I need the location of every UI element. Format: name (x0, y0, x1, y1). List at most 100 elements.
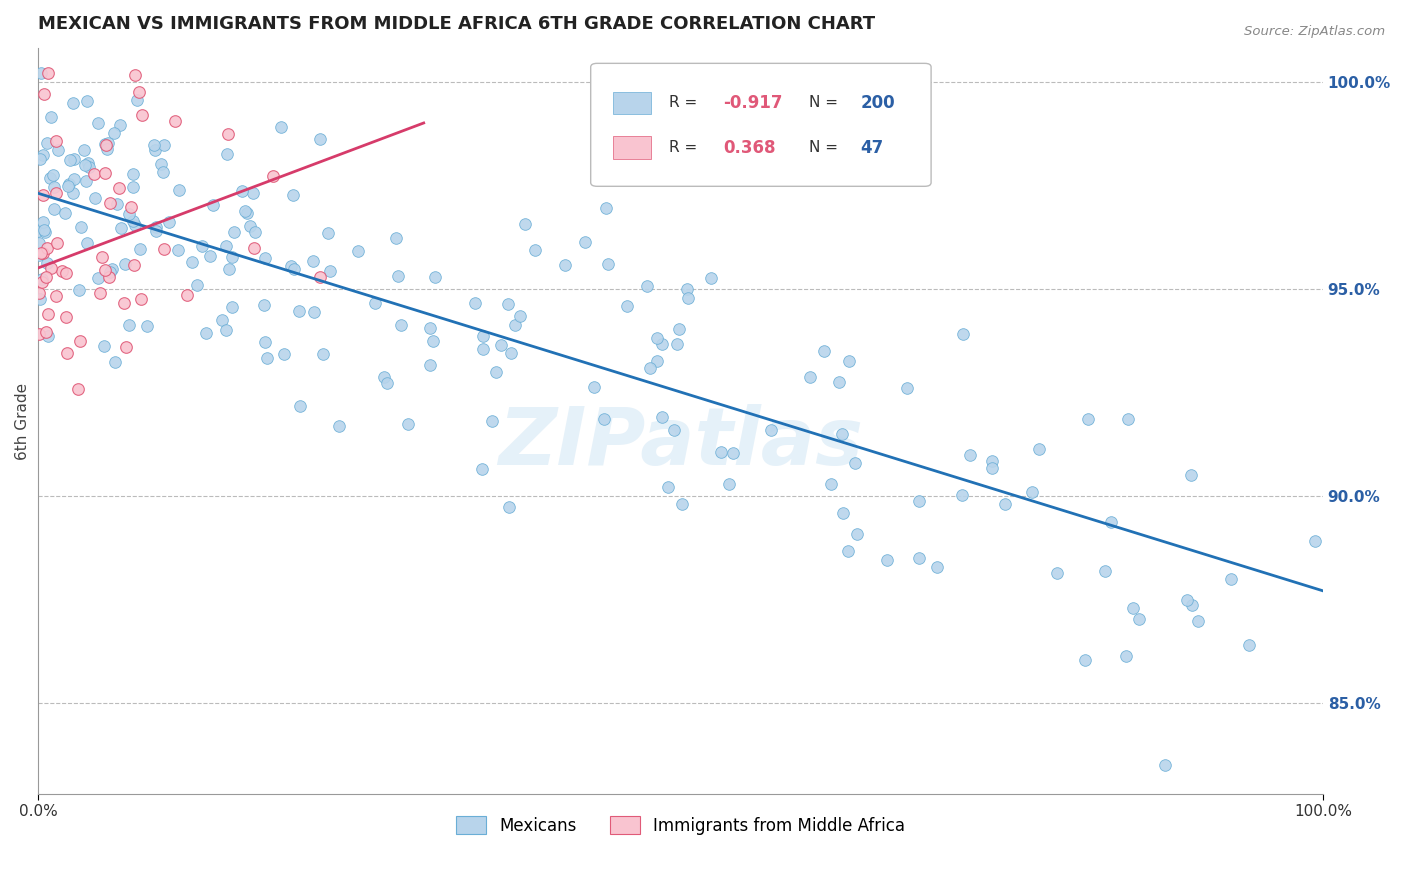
FancyBboxPatch shape (591, 63, 931, 186)
Point (1303, 534, 1326, 549)
Point (363, 296, 385, 310)
Point (844, 456, 866, 470)
Point (218, 262, 240, 277)
Point (55, 310, 77, 324)
Point (263, 169, 285, 184)
Point (471, 462, 494, 476)
Point (32, 223, 55, 237)
Point (94, 166, 117, 180)
Point (118, 207, 141, 221)
Point (554, 258, 576, 272)
Point (389, 318, 412, 332)
Point (1115, 649, 1137, 664)
Point (1128, 611, 1150, 625)
Point (481, 414, 503, 428)
Point (145, 219, 167, 234)
Point (498, 500, 520, 514)
Point (31, 275, 53, 289)
Point (215, 147, 238, 161)
Text: 200: 200 (860, 94, 896, 112)
Point (124, 68, 146, 82)
Point (149, 157, 172, 171)
Point (981, 461, 1004, 475)
Point (287, 304, 309, 318)
Point (62, 95, 84, 110)
Point (120, 200, 142, 214)
Point (145, 224, 167, 238)
Point (723, 445, 745, 459)
Point (675, 282, 697, 296)
Point (114, 341, 136, 355)
Point (302, 254, 325, 268)
Point (759, 423, 782, 437)
Point (94, 136, 117, 151)
Point (51, 264, 73, 278)
Point (253, 297, 276, 311)
Point (419, 321, 441, 335)
Point (1074, 653, 1097, 667)
Point (309, 132, 332, 146)
Point (845, 527, 868, 541)
Point (87, 115, 110, 129)
Point (799, 369, 821, 384)
Point (41, 168, 63, 182)
Text: N =: N = (808, 140, 844, 155)
Point (952, 326, 974, 341)
Point (214, 239, 236, 253)
Point (312, 347, 335, 361)
Point (97, 269, 120, 284)
Point (122, 180, 145, 194)
Point (131, 107, 153, 121)
Point (233, 203, 256, 218)
Point (45, 134, 67, 148)
Point (316, 226, 339, 240)
Point (828, 375, 851, 389)
Point (42, 180, 65, 194)
Point (254, 251, 277, 265)
Point (280, 259, 302, 273)
Text: N =: N = (808, 95, 844, 111)
Point (499, 346, 522, 360)
Point (373, 369, 395, 384)
Point (582, 380, 605, 394)
Point (28, 152, 51, 166)
Point (122, 167, 145, 181)
Point (662, 423, 685, 437)
Point (1237, 638, 1260, 652)
Point (524, 244, 547, 258)
Point (37, 328, 59, 343)
Point (668, 322, 690, 336)
Point (1116, 411, 1139, 425)
Point (256, 351, 278, 365)
Point (35, 325, 58, 339)
Point (27, 248, 49, 262)
Point (167, 243, 190, 257)
Point (375, 376, 398, 391)
Point (73, 158, 96, 172)
Text: 47: 47 (860, 138, 884, 157)
Point (1094, 564, 1116, 578)
Point (820, 476, 842, 491)
Point (950, 488, 973, 502)
Point (69, 220, 91, 235)
Point (152, 137, 174, 152)
Point (328, 418, 350, 433)
Point (66, 382, 89, 396)
Point (152, 243, 174, 257)
Point (243, 241, 266, 255)
Point (645, 330, 668, 344)
Point (110, 118, 132, 132)
Point (1175, 593, 1198, 607)
Point (309, 270, 332, 285)
Point (62, 186, 84, 200)
Point (471, 342, 494, 356)
Point (1028, 442, 1050, 456)
Point (135, 318, 157, 333)
Point (122, 214, 145, 228)
Point (100, 265, 122, 279)
Point (131, 292, 153, 306)
Point (103, 126, 125, 140)
Point (112, 296, 135, 310)
Point (180, 255, 202, 269)
Point (67, 283, 90, 297)
